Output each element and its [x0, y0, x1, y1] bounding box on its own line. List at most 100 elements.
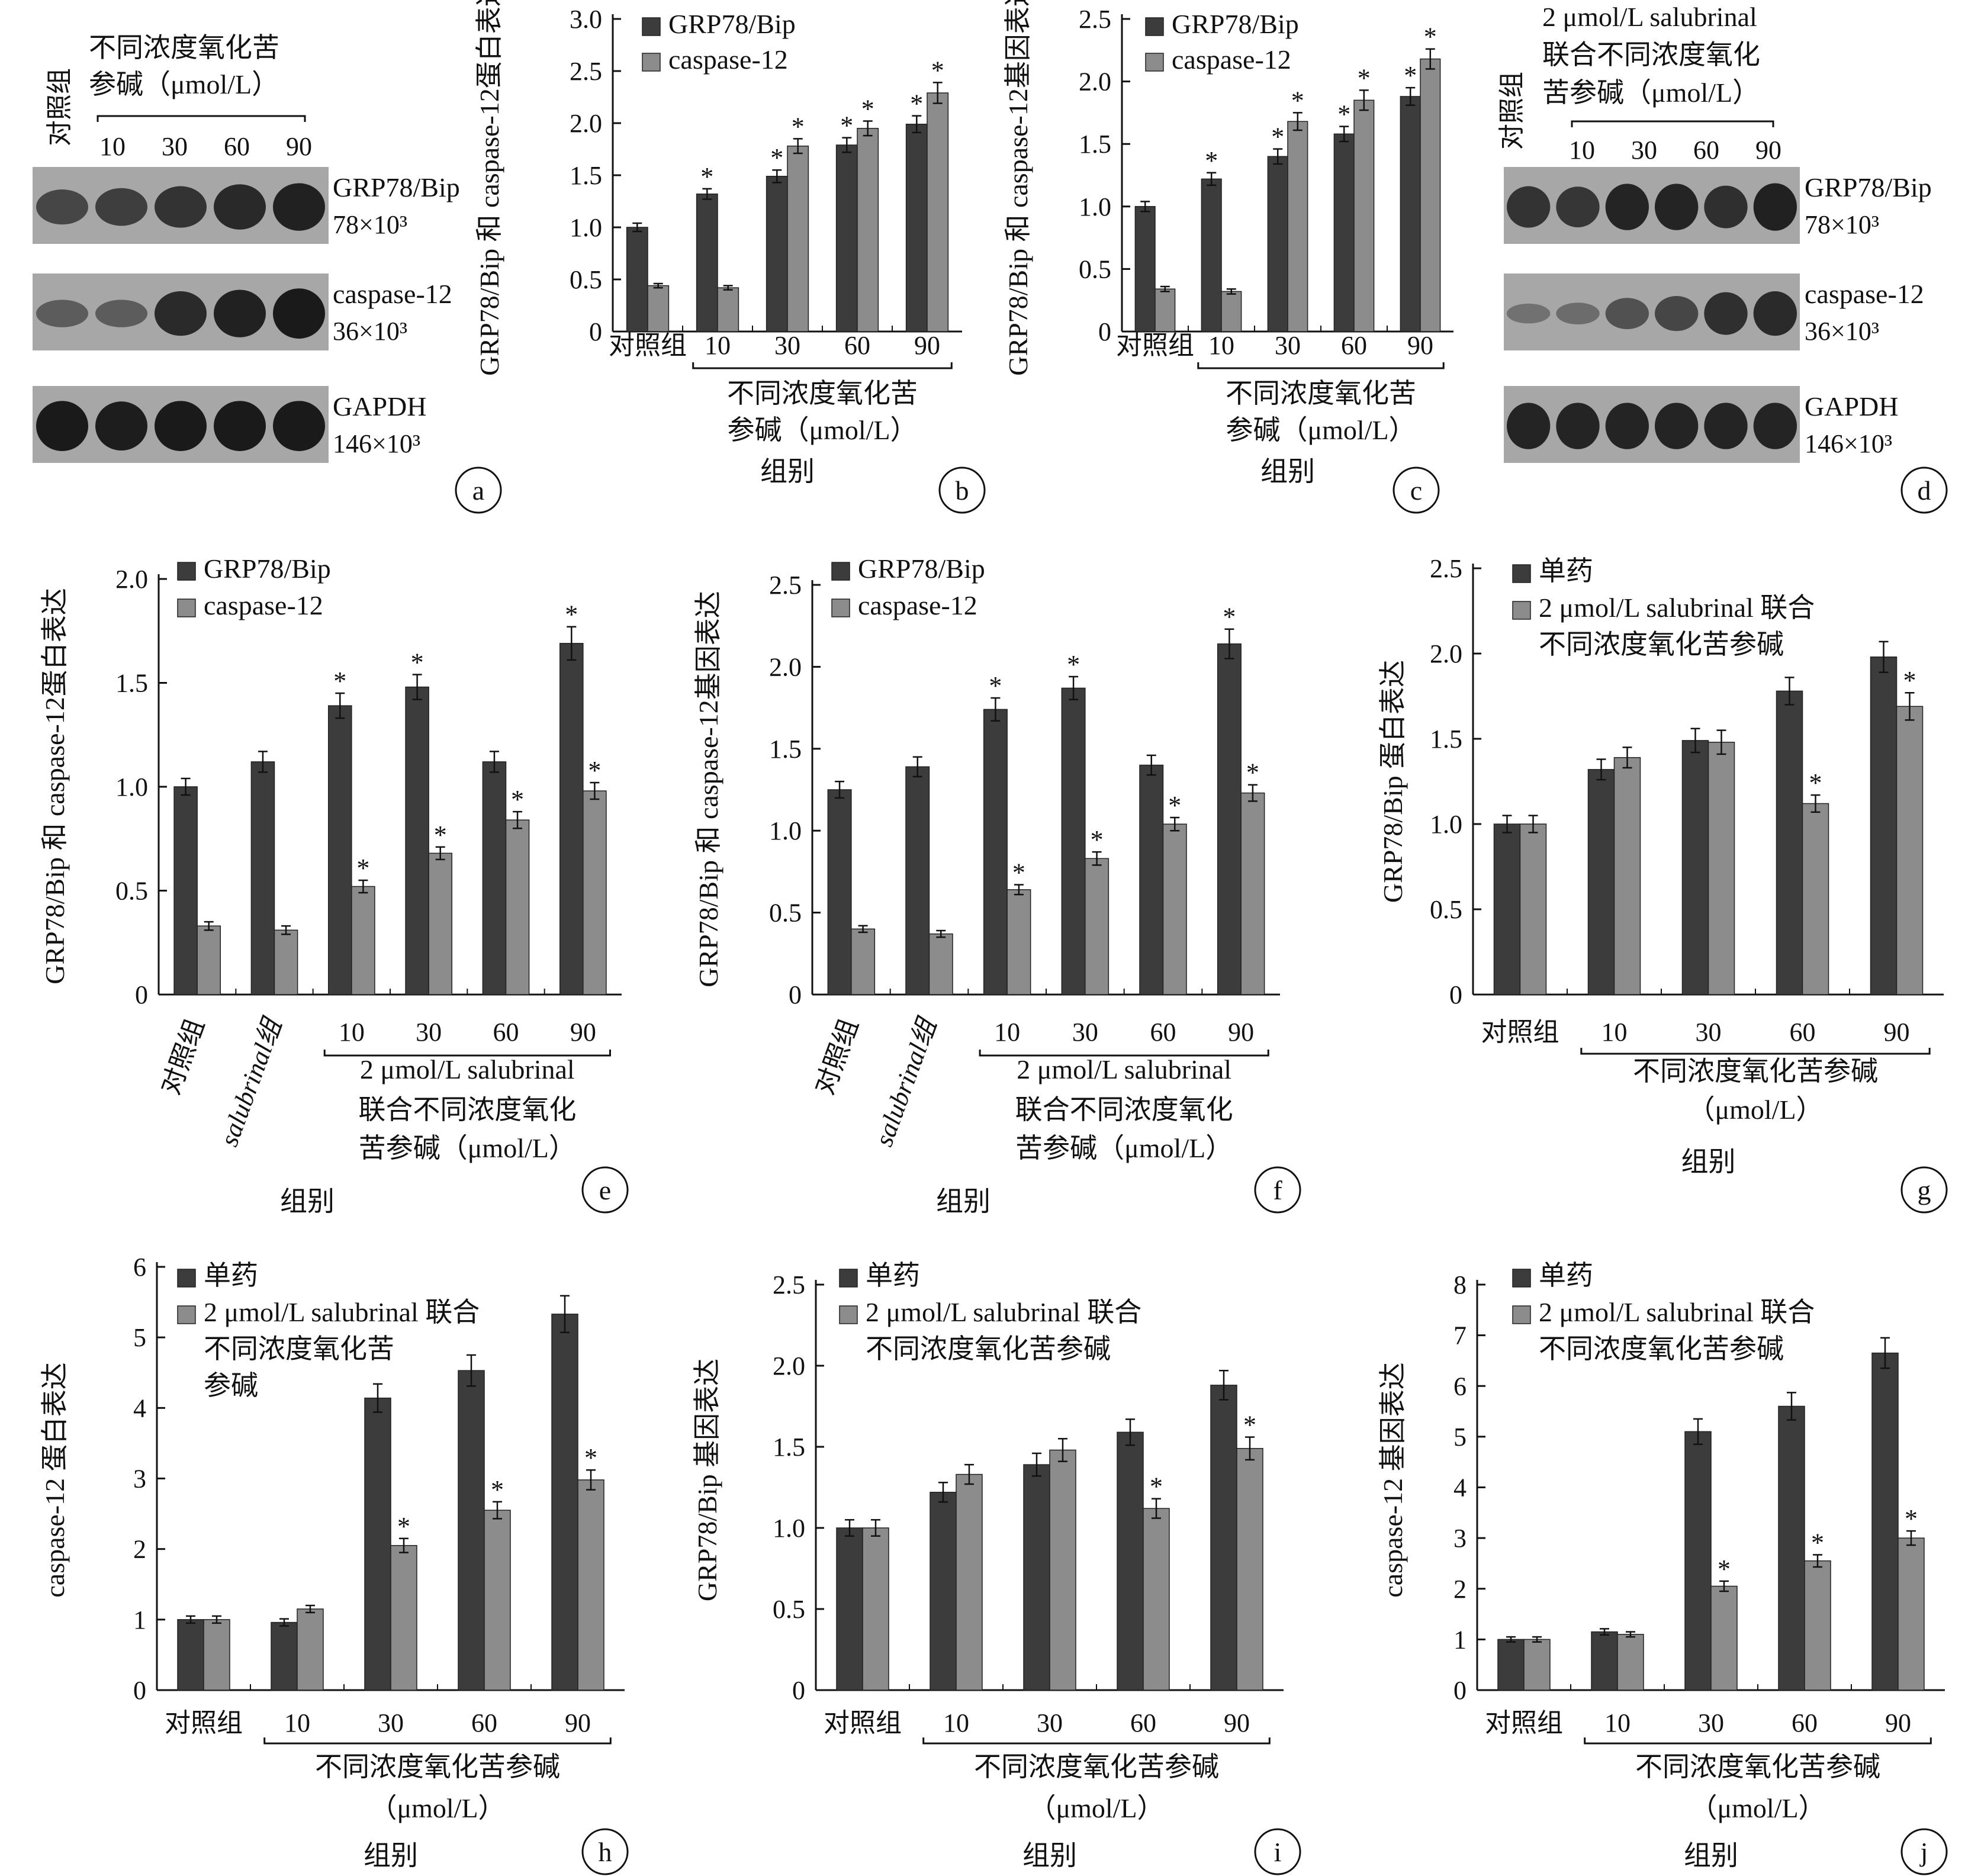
- significance-marker: *: [1905, 1504, 1918, 1533]
- bar-GRP78/Bip: [250, 761, 275, 995]
- blot-band: [155, 291, 207, 336]
- x-axis-label: 组别: [280, 1186, 335, 1217]
- bar-2 μmol/L salubrinal 联合不同浓度氧化苦参碱: [1804, 1560, 1831, 1691]
- blot-band: [36, 401, 88, 451]
- significance-marker: *: [565, 600, 578, 629]
- x-axis-label: 组别: [1260, 456, 1315, 487]
- group-label: （μmol/L）: [1687, 1095, 1823, 1125]
- y-tick-label: 6: [133, 1253, 146, 1282]
- blot-row-name: caspase-12: [1805, 279, 1924, 309]
- significance-marker: *: [861, 94, 874, 123]
- y-tick-label: 7: [1453, 1321, 1467, 1350]
- bar-caspase-12: [647, 285, 670, 332]
- bar-GRP78/Bip: [835, 144, 858, 332]
- bar-单药: [1870, 657, 1898, 995]
- group-bracket: [1584, 1737, 1932, 1745]
- panel-label-d: d: [1918, 475, 1931, 506]
- bar-caspase-12: [928, 933, 953, 995]
- blot-band: [1556, 303, 1600, 324]
- group-label: 联合不同浓度氧化: [358, 1095, 576, 1125]
- significance-marker: *: [1012, 858, 1025, 887]
- category-label: 60: [1130, 1708, 1156, 1737]
- group-label: 不同浓度氧化苦: [727, 378, 918, 408]
- y-tick-label: 0: [1453, 1676, 1467, 1705]
- x-axis-label: 组别: [1681, 1147, 1736, 1177]
- y-tick-label: 2: [133, 1535, 146, 1564]
- legend-swatch: [831, 562, 850, 581]
- y-tick-label: 1.0: [1430, 810, 1462, 839]
- y-tick-label: 2.0: [769, 652, 802, 681]
- bar-2 μmol/L salubrinal 联合不同浓度氧化苦参碱: [1707, 742, 1735, 995]
- blot-control-label: 对照组: [45, 68, 74, 146]
- group-label: 参碱（μmol/L）: [727, 415, 917, 445]
- blot-row-size: 78×10³: [333, 210, 407, 239]
- legend-entry: 不同浓度氧化苦参碱: [1539, 1334, 1784, 1364]
- y-tick-label: 1.0: [769, 816, 802, 845]
- legend-swatch: [177, 1269, 196, 1288]
- blot-row-size: 146×10³: [1805, 429, 1892, 458]
- y-tick-label: 2.5: [1430, 554, 1462, 583]
- blot-strip: [1504, 273, 1800, 350]
- legend-swatch: [1512, 564, 1531, 583]
- blot-lane-label: 60: [1693, 136, 1719, 165]
- bar-单药: [1023, 1464, 1050, 1691]
- panel-label-b-circle: [938, 466, 986, 514]
- x-axis-label: 组别: [1022, 1840, 1077, 1871]
- significance-marker: *: [910, 89, 923, 118]
- significance-marker: *: [1404, 61, 1417, 90]
- legend-swatch: [1512, 601, 1531, 620]
- y-tick-label: 0: [1449, 980, 1462, 1009]
- significance-marker: *: [700, 162, 713, 191]
- blot-band: [36, 189, 88, 225]
- significance-marker: *: [584, 1443, 597, 1472]
- group-label: 不同浓度氧化苦参碱: [1635, 1752, 1880, 1782]
- panel-label-g-circle: [1900, 1166, 1948, 1214]
- category-label: 60: [1150, 1018, 1176, 1047]
- blot-band: [1507, 186, 1551, 228]
- category-label: 对照组: [824, 1708, 902, 1737]
- y-tick-label: 1.5: [1079, 130, 1111, 159]
- bar-caspase-12: [428, 852, 453, 995]
- group-bracket: [692, 362, 953, 369]
- category-label: 60: [493, 1018, 519, 1047]
- bar-单药: [458, 1370, 485, 1691]
- group-label: （μmol/L）: [369, 1793, 505, 1823]
- group-label: 苦参碱（μmol/L）: [359, 1133, 576, 1163]
- y-tick-label: 2.0: [115, 565, 148, 594]
- blot-band: [1556, 186, 1600, 227]
- group-label: 2 μmol/L salubrinal: [360, 1054, 575, 1085]
- blot-group-label: 苦参碱（μmol/L）: [1542, 78, 1760, 108]
- blot-bracket: [97, 115, 306, 122]
- significance-marker: *: [1903, 666, 1916, 695]
- bar-单药: [1591, 1631, 1618, 1691]
- bar-2 μmol/L salubrinal 联合不同浓度氧化苦参碱: [203, 1619, 230, 1691]
- group-label: 苦参碱（μmol/L）: [1015, 1133, 1233, 1163]
- blot-band: [155, 186, 207, 228]
- category-label: 10: [705, 331, 731, 360]
- bar-caspase-12: [351, 886, 375, 995]
- group-bracket: [1580, 1048, 1931, 1055]
- significance-marker: *: [1205, 146, 1218, 175]
- legend-swatch: [831, 598, 850, 617]
- category-label: 10: [943, 1708, 969, 1737]
- blot-row-size: 36×10³: [1805, 317, 1879, 346]
- bar-GRP78/Bip: [482, 761, 507, 995]
- blot-band: [214, 401, 266, 451]
- bar-caspase-12: [857, 128, 879, 332]
- y-tick-label: 1.5: [1430, 725, 1462, 754]
- blot-panel-d: 对照组 2 μmol/L salubrinal 联合不同浓度氧化苦参碱（μmol/L…: [1497, 2, 1932, 463]
- category-label: 对照组: [1481, 1018, 1559, 1047]
- legend-swatch: [1145, 53, 1164, 72]
- blot-band: [1507, 403, 1551, 449]
- bar-GRP78/Bip: [696, 193, 718, 332]
- legend-entry: 单药: [1539, 1260, 1593, 1291]
- significance-marker: *: [1246, 758, 1259, 787]
- bar-caspase-12: [1162, 823, 1187, 995]
- panel-label-e: e: [599, 1175, 611, 1205]
- category-label: 90: [1884, 1018, 1910, 1047]
- significance-marker: *: [770, 143, 783, 172]
- y-tick-label: 1.5: [769, 735, 802, 764]
- blot-band: [1655, 184, 1699, 230]
